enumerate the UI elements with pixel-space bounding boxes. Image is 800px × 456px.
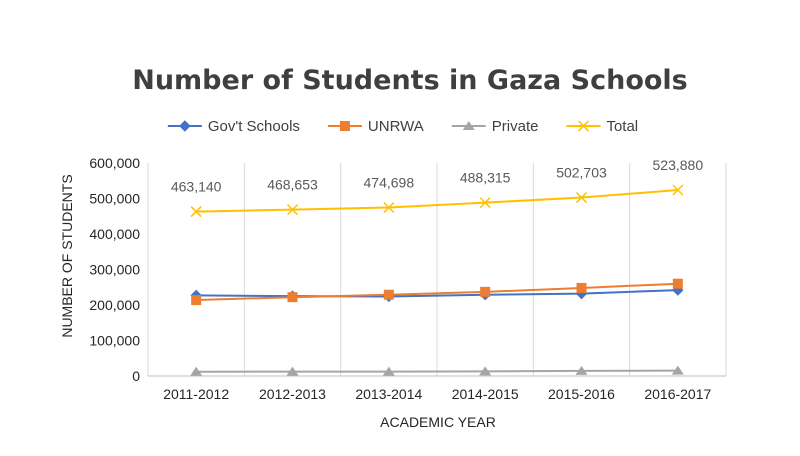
legend-label-gov-t-schools: Gov't Schools [208,118,300,135]
data-point-unrwa [576,282,587,293]
data-point-total-stroke-b [190,206,202,218]
data-point-total-stroke-b [672,184,684,196]
legend-label-unrwa: UNRWA [368,118,424,135]
y-tick-label: 100,000 [89,333,140,349]
y-tick-label: 0 [132,368,140,384]
legend-marker-unrwa [339,121,350,131]
data-point-total [190,206,202,218]
y-tick-label: 200,000 [89,297,140,313]
data-point-total [672,184,684,196]
x-axis-ticks: 2011-2012 2012-2013 2013-2014 2014-2015 2015… [163,386,711,402]
legend-marker-total-stroke-b [577,120,589,132]
data-point-total-stroke-b [575,192,588,204]
data-point-private [382,366,395,376]
data-point-total-stroke-b [479,197,491,209]
y-tick-label: 500,000 [89,191,140,207]
data-point-unrwa [480,286,491,297]
series-line-private [196,369,678,373]
data-point-total [286,204,299,216]
y-axis-title: NUMBER OF STUDENTS [59,174,75,337]
x-tick-label: 2012-2013 [259,386,326,402]
y-axis-ticks: 0 100,000 200,000 300,000 400,000 500,000 600,… [89,155,140,384]
data-point-total-stroke-b [286,204,299,216]
gridlines [147,163,727,377]
legend-label-total: Total [606,118,638,135]
x-tick-label: 2016-2017 [644,386,711,402]
data-point-unrwa [672,278,683,289]
data-labels: 463,140 468,653 474,698 488,315 502,703 523,8… [171,157,703,195]
data-point-private [671,365,684,375]
x-tick-label: 2013-2014 [355,386,422,402]
data-point-unrwa [383,289,394,300]
data-label-total: 502,703 [556,165,607,181]
y-tick-label: 600,000 [89,155,140,171]
data-label-total: 523,880 [653,157,704,173]
x-tick-label: 2011-2012 [163,386,229,402]
data-label-total: 474,698 [364,174,415,190]
data-label-total: 468,653 [267,177,318,193]
data-point-private [575,365,588,375]
series-line-gov-t-schools [196,289,678,298]
x-tick-label: 2014-2015 [452,386,519,402]
legend-marker-private [462,121,475,130]
data-point-total [383,201,395,214]
chart-title: Number of Students in Gaza Schools [132,65,688,96]
x-axis-title: ACADEMIC YEAR [380,414,496,430]
legend-marker-total [577,120,589,132]
data-point-private [190,366,203,376]
data-point-unrwa [287,292,298,303]
data-label-total: 463,140 [171,179,222,195]
y-tick-label: 400,000 [89,226,140,242]
x-tick-label: 2015-2016 [548,386,615,402]
legend-marker-gov-t-schools [179,120,191,132]
series-line-total [196,189,678,213]
data-point-total [575,192,588,204]
y-tick-label: 300,000 [89,262,140,278]
data-point-private [479,366,492,376]
data-point-total [479,197,491,209]
series-line-unrwa [196,282,678,302]
series-group [190,184,684,376]
legend-label-private: Private [492,118,539,135]
data-point-total-stroke-b [383,201,395,214]
data-point-private [286,366,299,376]
data-label-total: 488,315 [460,170,511,186]
legend: Gov't Schools UNRWA Private Total [167,118,638,135]
data-point-unrwa [191,295,202,306]
